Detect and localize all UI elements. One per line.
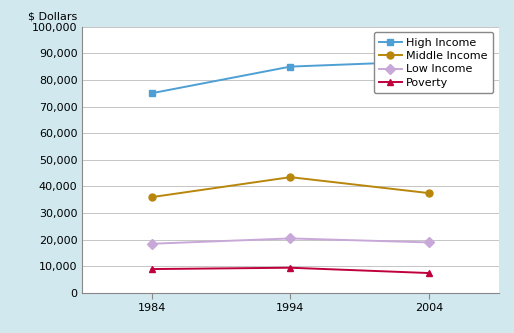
Line: Low Income: Low Income — [148, 235, 433, 247]
High Income — [149, 91, 155, 95]
Poverty — [149, 267, 155, 271]
Low Income — [426, 240, 432, 244]
Poverty — [426, 271, 432, 275]
Line: Poverty: Poverty — [148, 264, 433, 276]
Legend: High Income, Middle Income, Low Income, Poverty: High Income, Middle Income, Low Income, … — [374, 32, 493, 93]
High Income — [426, 59, 432, 63]
High Income — [287, 65, 293, 69]
Poverty — [287, 266, 293, 270]
Line: Middle Income: Middle Income — [148, 174, 433, 200]
Middle Income — [149, 195, 155, 199]
Line: High Income: High Income — [148, 58, 433, 97]
Low Income — [287, 236, 293, 240]
Middle Income — [287, 175, 293, 179]
Low Income — [149, 242, 155, 246]
Middle Income — [426, 191, 432, 195]
Text: $ Dollars: $ Dollars — [28, 11, 78, 21]
